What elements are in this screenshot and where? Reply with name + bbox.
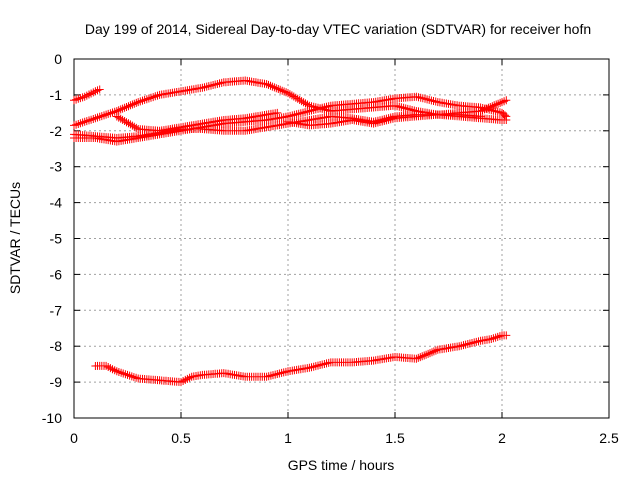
x-tick-label: 2 xyxy=(498,430,506,446)
y-tick-label: -8 xyxy=(50,338,63,354)
data-series-arc-5 xyxy=(112,108,282,135)
grid-layer xyxy=(74,59,609,418)
x-tick-label: 0.5 xyxy=(171,430,191,446)
y-tick-label: -6 xyxy=(50,266,63,282)
x-tick-label: 1.5 xyxy=(385,430,405,446)
data-markers xyxy=(70,85,104,105)
data-markers xyxy=(112,108,282,135)
y-tick-label: -5 xyxy=(50,231,63,247)
y-tick-label: -2 xyxy=(50,123,63,139)
y-tick-label: 0 xyxy=(54,51,62,67)
y-tick-label: -1 xyxy=(50,87,63,103)
data-layer xyxy=(70,76,511,387)
x-tick-label: 2.5 xyxy=(599,430,619,446)
y-tick-label: -3 xyxy=(50,159,63,175)
x-tick-label: 0 xyxy=(70,430,78,446)
y-tick-label: -10 xyxy=(42,410,62,426)
y-tick-label: -9 xyxy=(50,374,63,390)
x-axis-label: GPS time / hours xyxy=(288,457,395,473)
data-series-arc-1 xyxy=(70,85,104,105)
chart-title: Day 199 of 2014, Sidereal Day-to-day VTE… xyxy=(85,21,591,37)
y-tick-label: -7 xyxy=(50,302,63,318)
data-series-arc-6 xyxy=(284,110,485,130)
tick-layer: 0 0.5 1 1.5 2 2.5 0 -1 -2 -3 -4 -5 -6 -7 -8 -9 -10 xyxy=(42,51,619,446)
data-markers xyxy=(284,110,485,130)
y-tick-label: -4 xyxy=(50,195,63,211)
y-axis-label: SDTVAR / TECUs xyxy=(7,182,23,294)
x-tick-label: 1 xyxy=(284,430,292,446)
data-series-arc-7 xyxy=(91,331,511,387)
data-markers xyxy=(91,331,511,387)
